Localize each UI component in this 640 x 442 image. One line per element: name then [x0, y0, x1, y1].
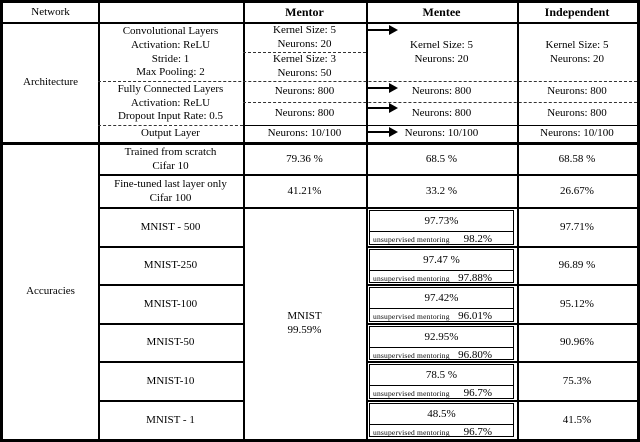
divider [98, 3, 100, 439]
unsupervised-mentoring-label: unsupervised mentoring [373, 427, 450, 437]
divider [243, 125, 637, 126]
divider [366, 246, 637, 248]
mentee-accuracy: 92.95% [370, 327, 513, 348]
mentor-conv-block2: Kernel Size: 3 Neurons: 50 [273, 53, 336, 79]
cifar10-mentor: 79.36 % [286, 152, 323, 165]
cifar10-mentee: 68.5 % [425, 152, 458, 165]
mentor-output: Neurons: 10/100 [267, 127, 342, 140]
independent-fc-block2: Neurons: 800 [547, 106, 607, 119]
mentee-mnist-box: 97.47 % unsupervised mentoring 97.88% [369, 249, 514, 284]
header-mentee: Mentee [422, 5, 461, 19]
independent-accuracy: 97.71% [560, 220, 594, 233]
divider [517, 3, 519, 439]
mentee-mnist-box: 97.42% unsupervised mentoring 96.01% [369, 287, 514, 322]
mentor-fc-block2: Neurons: 800 [274, 106, 335, 119]
mentee-fc-block2: Neurons: 800 [411, 106, 472, 119]
divider [98, 284, 243, 286]
mentee-mnist-box: 92.95% unsupervised mentoring 96.80% [369, 326, 514, 361]
cifar10-independent: 68.58 % [558, 152, 596, 165]
dashed-divider [98, 125, 243, 126]
divider [243, 3, 245, 439]
mnist-row-label: MNIST-10 [146, 374, 195, 387]
dashed-divider [243, 102, 637, 103]
unsupervised-accuracy: 96.01% [458, 310, 492, 322]
mentee-fc-block1: Neurons: 800 [411, 84, 472, 97]
divider [366, 3, 368, 439]
unsupervised-accuracy: 96.7% [463, 426, 492, 438]
mnist-row-label: MNIST-100 [143, 297, 198, 310]
arch-output-desc: Output Layer [141, 126, 200, 139]
divider [366, 400, 637, 402]
header-network: Network [31, 5, 70, 18]
transfer-arrow [366, 103, 398, 113]
mentee-mnist-box: 78.5 % unsupervised mentoring 96.7% [369, 364, 514, 399]
independent-accuracy: 90.96% [560, 336, 594, 349]
cifar100-mentee: 33.2 % [425, 184, 458, 197]
divider [98, 246, 243, 248]
divider [98, 361, 243, 363]
independent-accuracy: 95.12% [560, 297, 594, 310]
mentee-output: Neurons: 10/100 [404, 127, 479, 140]
mentee-accuracy: 97.47 % [370, 250, 513, 271]
row-label-architecture: Architecture [23, 76, 78, 89]
unsupervised-mentoring-label: unsupervised mentoring [373, 350, 450, 360]
divider [3, 142, 637, 145]
divider [366, 284, 637, 286]
mentee-accuracy: 78.5 % [370, 365, 513, 386]
mnist-row-label: MNIST-250 [143, 259, 198, 272]
cifar100-independent: 26.67% [560, 184, 594, 197]
transfer-arrow [366, 83, 398, 93]
cifar100-label: Fine-tuned last layer only Cifar 100 [114, 177, 227, 204]
mentee-mnist-box: 48.5% unsupervised mentoring 96.7% [369, 403, 514, 438]
arch-fc-desc: Fully Connected Layers Activation: ReLU … [117, 82, 224, 123]
unsupervised-mentoring-label: unsupervised mentoring [373, 388, 450, 398]
mentee-accuracy: 48.5% [370, 404, 513, 425]
unsupervised-accuracy: 97.88% [458, 272, 492, 284]
mentee-accuracy: 97.73% [370, 211, 513, 232]
header-independent: Independent [544, 5, 610, 19]
mentor-conv-block1: Kernel Size: 5 Neurons: 20 [273, 24, 336, 50]
unsupervised-accuracy: 98.2% [463, 233, 492, 245]
divider [366, 361, 637, 363]
cifar10-label: Trained from scratch Cifar 10 [124, 145, 217, 172]
independent-accuracy: 41.5% [562, 413, 592, 426]
mentee-accuracy: 97.42% [370, 288, 513, 309]
unsupervised-accuracy: 96.7% [463, 387, 492, 399]
divider [98, 174, 637, 176]
cifar100-mentor: 41.21% [287, 184, 322, 197]
unsupervised-mentoring-label: unsupervised mentoring [373, 311, 450, 321]
unsupervised-accuracy: 96.80% [458, 349, 492, 361]
divider [98, 323, 243, 325]
mnist-row-label: MNIST - 1 [146, 413, 195, 426]
mentor-fc-block1: Neurons: 800 [274, 84, 335, 97]
independent-conv: Kernel Size: 5 Neurons: 20 [545, 38, 609, 65]
independent-fc-block1: Neurons: 800 [547, 84, 607, 97]
mnist-mentor-merged: MNIST 99.59% [287, 310, 322, 336]
divider [3, 22, 637, 24]
divider [366, 323, 637, 325]
dashed-divider [243, 52, 366, 53]
independent-accuracy: 75.3% [562, 374, 592, 387]
mentee-mnist-box: 97.73% unsupervised mentoring 98.2% [369, 210, 514, 245]
mentee-conv: Kernel Size: 5 Neurons: 20 [410, 38, 473, 65]
independent-output: Neurons: 10/100 [540, 127, 614, 140]
transfer-arrow [366, 25, 398, 35]
dashed-divider [98, 81, 637, 82]
arch-conv-desc: Convolutional Layers Activation: ReLU St… [122, 25, 219, 79]
divider [98, 400, 243, 402]
unsupervised-mentoring-label: unsupervised mentoring [373, 234, 450, 244]
header-mentor: Mentor [285, 5, 324, 19]
row-label-accuracies: Accuracies [26, 285, 75, 298]
divider [98, 207, 637, 209]
mnist-row-label: MNIST-50 [146, 336, 195, 349]
independent-accuracy: 96.89 % [558, 259, 596, 272]
unsupervised-mentoring-label: unsupervised mentoring [373, 273, 450, 283]
transfer-arrow [366, 127, 398, 137]
mnist-row-label: MNIST - 500 [140, 220, 201, 233]
